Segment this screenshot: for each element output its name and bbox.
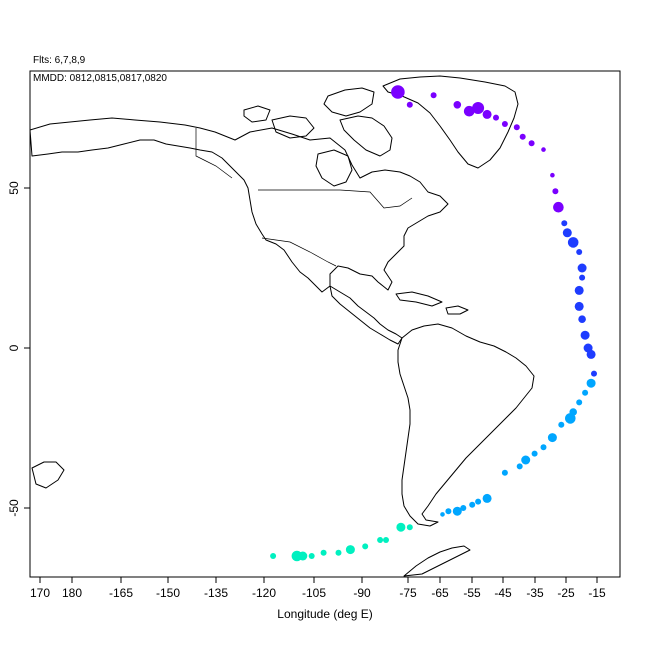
flight-point-series-1 [493,114,499,121]
coast-south-america [397,323,535,527]
x-tick-label: -165 [109,586,133,600]
x-tick-label: -90 [353,586,371,600]
flight-point-series-1 [552,188,559,195]
x-tick-label: -15 [588,586,606,600]
flight-point-series-1 [463,105,475,117]
flight-point-series-2 [576,249,583,255]
flight-point-series-4 [362,543,369,550]
x-tick-label: -135 [204,586,228,600]
coastline-layer [29,75,535,577]
y-tick-label: -50 [7,499,21,517]
flight-point-series-3 [586,378,596,388]
flight-point-series-4 [377,537,384,543]
flight-point-series-2 [561,220,568,227]
flight-point-series-3 [521,455,531,465]
flight-point-series-2 [562,228,572,238]
coast-ellesmere [323,87,375,117]
x-tick-label: -25 [557,586,575,600]
flight-point-series-1 [406,101,413,108]
coast-cuba [395,291,443,307]
flight-point-series-3 [440,512,445,517]
coast-baffin [339,115,393,157]
flight-point-series-1 [519,133,526,140]
coast-greenland [382,75,519,169]
coast-antarctica [403,545,471,577]
flight-point-series-1 [528,140,535,147]
x-tick-label: 180 [62,586,82,600]
flight-point-series-3 [576,399,583,406]
dates-label: MMDD: 0812,0815,0817,0820 [33,73,167,84]
x-tick-label: 170 [30,586,50,600]
flight-point-series-4 [308,553,315,559]
flight-point-series-1 [472,102,485,114]
x-tick-label: -105 [302,586,326,600]
coast-hispaniola [445,305,469,315]
flight-point-series-3 [582,389,589,396]
flight-point-series-1 [482,109,492,119]
flight-point-series-2 [577,263,587,273]
x-tick-label: -65 [431,586,449,600]
flights-label: Flts: 6,7,8,9 [33,55,86,66]
flight-point-series-4 [396,522,406,532]
flight-point-series-2 [574,301,584,311]
flight-point-series-4 [270,553,277,559]
axis-ticks-layer: 170 180 -165 -150 -135 -120 -105 -90 -75 -65 -55 -4… [7,181,606,600]
flight-point-series-2 [567,237,579,248]
coast-central-america [329,285,403,345]
flight-point-series-4 [383,537,389,543]
x-tick-label: -120 [252,586,276,600]
x-axis-title: Longitude (deg E) [277,607,372,621]
flight-point-series-3 [469,501,476,508]
flight-point-series-4 [406,524,413,531]
flight-point-series-3 [516,463,523,470]
flight-point-series-3 [540,444,547,451]
flight-point-series-4 [320,549,327,556]
border-alaska-canada [195,128,233,179]
flight-point-series-4 [345,545,355,555]
flight-point-series-3 [445,508,452,515]
flight-points-layer [270,85,597,562]
flight-point-series-3 [452,506,462,516]
flight-point-series-1 [553,201,564,213]
flight-point-series-3 [565,413,576,424]
flight-point-series-1 [391,85,405,99]
flight-point-series-3 [531,450,538,457]
y-tick-label: 0 [7,344,21,351]
flight-point-series-3 [547,433,557,443]
flight-point-series-2 [586,349,596,359]
x-tick-label: -35 [526,586,544,600]
flight-point-series-4 [291,550,303,562]
flight-point-series-3 [482,493,492,503]
coast-new-zealand [31,461,65,489]
x-tick-label: -45 [494,586,512,600]
x-tick-label: -150 [156,586,180,600]
plot-frame [29,70,621,578]
flight-point-series-3 [475,498,482,505]
flight-point-series-4 [335,549,342,556]
flight-point-series-1 [501,121,508,127]
flight-point-series-2 [578,315,586,324]
flight-point-series-1 [550,172,555,178]
flight-point-series-2 [591,370,597,377]
coast-hudson-bay [315,149,353,187]
flight-point-series-3 [558,421,565,428]
flight-point-series-1 [513,124,520,131]
border-us-mexico [261,237,337,267]
coast-north-america [29,117,449,293]
coast-banks [243,105,271,123]
flight-point-series-1 [430,92,437,99]
x-tick-label: -55 [463,586,481,600]
flight-point-series-1 [541,147,546,152]
coast-victoria [271,115,315,139]
flight-point-series-3 [460,505,467,511]
border-us-canada [258,189,413,209]
x-tick-label: -75 [399,586,417,600]
y-tick-label: 50 [7,181,21,195]
flight-point-series-2 [579,274,586,281]
flight-point-series-2 [580,330,590,340]
flight-point-series-2 [574,285,584,295]
flight-point-series-1 [453,101,462,109]
flight-point-series-3 [501,469,508,476]
